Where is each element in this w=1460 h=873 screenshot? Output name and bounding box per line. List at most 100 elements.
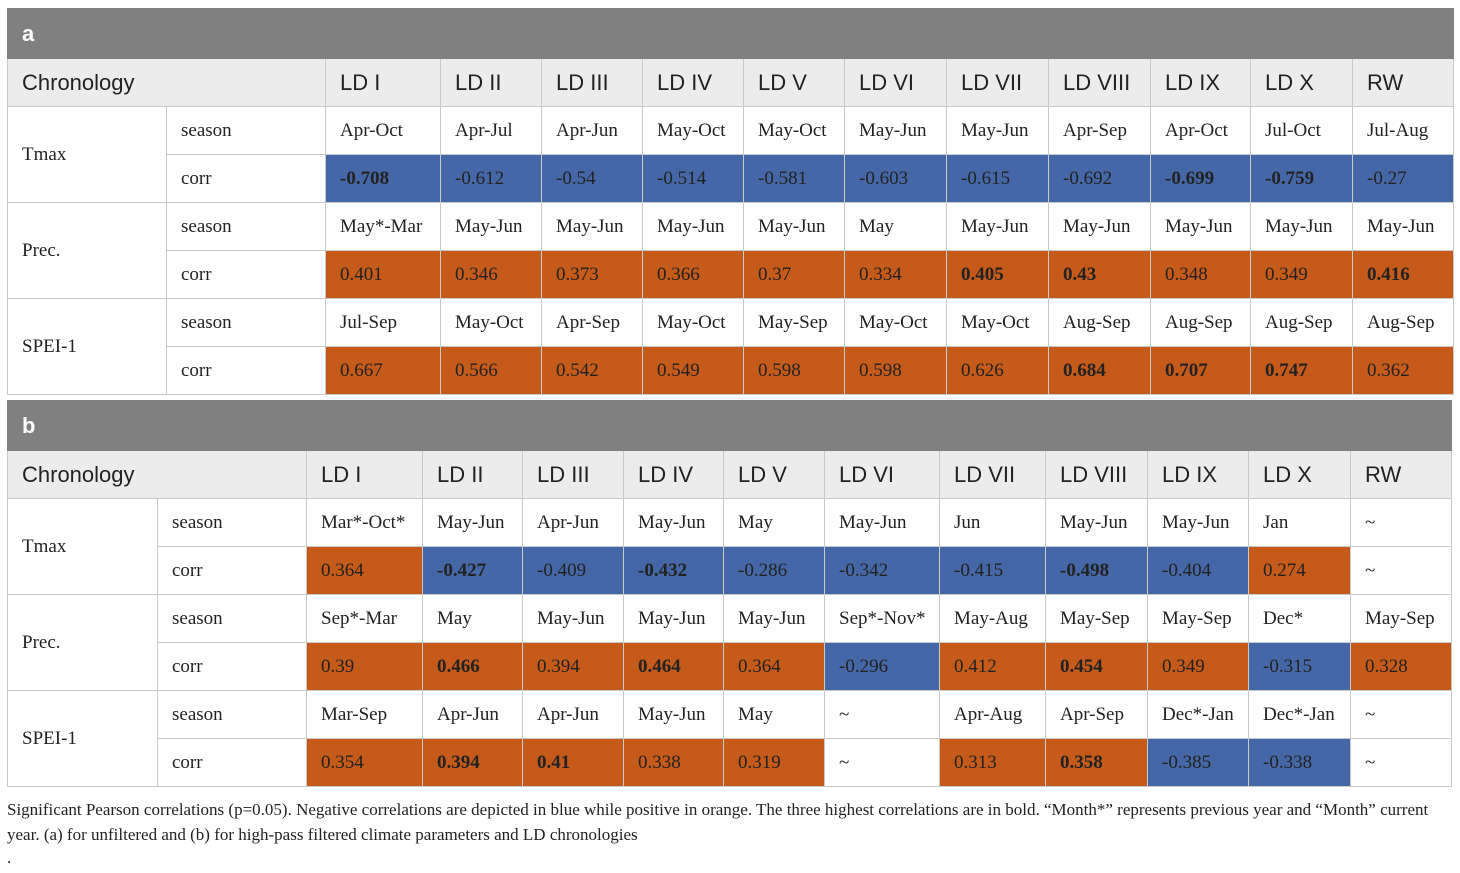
season-cell: Aug-Sep <box>1048 298 1151 347</box>
season-cell: May-Sep <box>743 298 845 347</box>
column-header: LD VI <box>824 450 940 499</box>
corr-cell: -0.342 <box>824 546 940 595</box>
corr-cell: 0.549 <box>642 346 744 395</box>
corr-cell: 0.346 <box>440 250 542 299</box>
season-cell: May-Jun <box>541 202 643 251</box>
column-header: LD VIII <box>1045 450 1148 499</box>
row-type-label: season <box>157 498 307 547</box>
column-header: LD V <box>743 58 845 107</box>
chronology-header: Chronology <box>7 450 307 499</box>
corr-cell: 0.394 <box>522 642 624 691</box>
season-cell: May-Sep <box>1350 594 1452 643</box>
season-cell: May-Oct <box>743 106 845 155</box>
corr-cell: 0.354 <box>306 738 423 787</box>
corr-cell: 0.349 <box>1250 250 1353 299</box>
corr-cell: 0.348 <box>1150 250 1251 299</box>
corr-row: corr 0.364 -0.427 -0.409 -0.432 -0.286 -0.342-… <box>8 546 1452 595</box>
season-cell: Sep*-Nov* <box>824 594 940 643</box>
corr-cell: -0.404 <box>1147 546 1249 595</box>
column-header: LD II <box>440 58 542 107</box>
season-cell: Apr-Jun <box>541 106 643 155</box>
corr-cell: -0.27 <box>1352 154 1454 203</box>
season-cell: May*-Mar <box>325 202 441 251</box>
corr-cell: 0.454 <box>1045 642 1148 691</box>
season-cell: Apr-Oct <box>325 106 441 155</box>
season-cell: May-Jun <box>440 202 542 251</box>
corr-cell: -0.708 <box>325 154 441 203</box>
column-header: LD VII <box>939 450 1046 499</box>
column-header: RW <box>1350 450 1452 499</box>
season-cell: Jul-Sep <box>325 298 441 347</box>
season-cell: May-Jun <box>642 202 744 251</box>
season-cell: May-Jun <box>623 594 724 643</box>
section-label: a <box>7 8 1454 59</box>
table-b: b Chronology LD I LD II LD III LD IV LD V LD VI… <box>7 400 1452 787</box>
column-header: LD IV <box>642 58 744 107</box>
season-cell: Sep*-Mar <box>306 594 423 643</box>
corr-cell: 0.362 <box>1352 346 1454 395</box>
row-type-label: corr <box>157 738 307 787</box>
corr-cell: -0.286 <box>723 546 825 595</box>
corr-row: corr 0.667 0.566 0.542 0.549 0.598 0.598 0.626 0… <box>8 346 1454 395</box>
row-type-label: corr <box>166 250 326 299</box>
season-row: SPEI-1 season Mar-Sep Apr-Jun Apr-Jun May-Jun… <box>7 690 1452 787</box>
row-type-label: corr <box>166 346 326 395</box>
season-cell: Aug-Sep <box>1352 298 1454 347</box>
corr-cell: 0.373 <box>541 250 643 299</box>
corr-cell: ~ <box>1350 546 1452 595</box>
corr-cell: 0.274 <box>1248 546 1351 595</box>
corr-row: corr -0.708 -0.612 -0.54 -0.514 -0.581 -0.603-… <box>8 154 1454 203</box>
season-cell: Apr-Jun <box>522 498 624 547</box>
column-header: LD IX <box>1147 450 1249 499</box>
season-cell: May-Jun <box>743 202 845 251</box>
season-cell: May <box>844 202 947 251</box>
season-cell: May-Jun <box>1147 498 1249 547</box>
variable-label: Prec. <box>7 202 167 299</box>
corr-cell: 0.401 <box>325 250 441 299</box>
corr-cell: 0.412 <box>939 642 1046 691</box>
season-cell: Apr-Jul <box>440 106 542 155</box>
season-cell: May-Jun <box>723 594 825 643</box>
season-row: Prec. season Sep*-Mar May May-Jun May-Jun May-… <box>7 594 1452 691</box>
trailing-mark: . <box>7 848 12 867</box>
corr-row: corr 0.39 0.466 0.394 0.464 0.364 -0.296 0.412 0… <box>8 642 1452 691</box>
season-cell: May-Jun <box>522 594 624 643</box>
season-cell: Aug-Sep <box>1250 298 1353 347</box>
corr-cell: -0.498 <box>1045 546 1148 595</box>
corr-cell: 0.334 <box>844 250 947 299</box>
corr-cell: -0.296 <box>824 642 940 691</box>
corr-row: corr 0.354 0.394 0.41 0.338 0.319 ~0.313 0.358-… <box>8 738 1452 787</box>
variable-label: Prec. <box>7 594 158 691</box>
season-cell: May-Oct <box>440 298 542 347</box>
corr-cell: -0.427 <box>422 546 523 595</box>
table-a: a Chronology LD I LD II LD III LD IV LD V LD VI… <box>7 8 1454 395</box>
season-cell: Aug-Sep <box>1150 298 1251 347</box>
column-header: LD X <box>1248 450 1351 499</box>
corr-cell: 0.542 <box>541 346 643 395</box>
season-cell: May-Jun <box>1045 498 1148 547</box>
season-cell: Apr-Sep <box>1048 106 1151 155</box>
variable-label: SPEI-1 <box>7 690 158 787</box>
season-row: SPEI-1 season Jul-Sep May-Oct Apr-Sep May-Oct… <box>7 298 1454 395</box>
row-type-label: season <box>166 202 326 251</box>
season-cell: May-Oct <box>946 298 1049 347</box>
variable-label: Tmax <box>7 106 167 203</box>
season-cell: May-Jun <box>1150 202 1251 251</box>
corr-cell: 0.43 <box>1048 250 1151 299</box>
column-header: LD VII <box>946 58 1049 107</box>
corr-cell: -0.615 <box>946 154 1049 203</box>
section-bar: a <box>7 8 1454 59</box>
corr-cell: 0.394 <box>422 738 523 787</box>
season-cell: ~ <box>1350 690 1452 739</box>
row-type-label: season <box>166 298 326 347</box>
row-type-label: corr <box>166 154 326 203</box>
corr-cell: 0.667 <box>325 346 441 395</box>
season-cell: Mar-Sep <box>306 690 423 739</box>
season-cell: May <box>723 690 825 739</box>
corr-cell: 0.566 <box>440 346 542 395</box>
column-header: LD VI <box>844 58 947 107</box>
column-header: RW <box>1352 58 1454 107</box>
section-bar: b <box>7 400 1452 451</box>
corr-cell: 0.37 <box>743 250 845 299</box>
corr-cell: 0.338 <box>623 738 724 787</box>
